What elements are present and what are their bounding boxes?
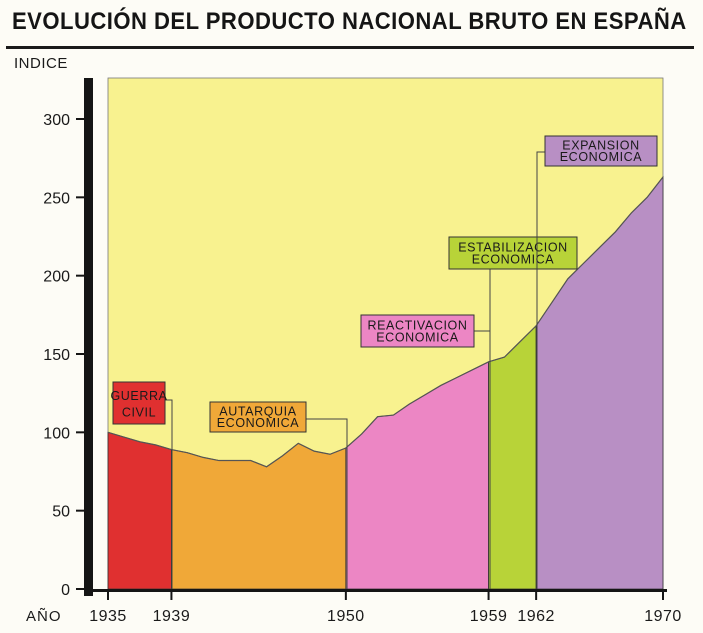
x-tick-label: 1959: [470, 608, 508, 625]
leader-line: [536, 151, 545, 589]
chart-title: EVOLUCIÓN DEL PRODUCTO NACIONAL BRUTO EN…: [12, 8, 687, 35]
y-tick-label: 50: [52, 504, 70, 521]
x-tick-label: 1939: [153, 608, 191, 625]
period-label-text: CIVIL: [122, 405, 156, 419]
series-line: [107, 176, 664, 468]
period-label-text: GUERRA: [110, 389, 167, 403]
period-label-text: ECONOMICA: [217, 416, 300, 430]
period-label-text: ECONOMICA: [472, 253, 555, 267]
period-label-box-2: [360, 314, 475, 348]
x-axis-line: [84, 589, 667, 592]
period-label-text: ESTABILIZACION: [458, 240, 568, 254]
x-tick-label: 1970: [644, 608, 682, 625]
y-tick-label: 150: [43, 347, 70, 364]
x-axis-label: AÑO: [26, 608, 62, 625]
period-label-text: EXPANSION: [562, 139, 639, 153]
leader-line: [306, 418, 348, 589]
period-label-text: REACTIVACION: [367, 318, 467, 332]
y-axis-label: INDICE: [14, 55, 68, 72]
title-underline: [6, 46, 694, 49]
period-label-text: ECONOMICA: [560, 150, 643, 164]
y-tick-label: 300: [43, 112, 70, 129]
period-label-box-4: [544, 135, 658, 167]
period-label-text: ECONOMICA: [376, 331, 459, 345]
period-area-0: [107, 431, 172, 590]
period-area-1: [171, 442, 347, 590]
x-tick-label: 1935: [89, 608, 127, 625]
period-label-box-1: [209, 401, 307, 433]
leader-line: [165, 399, 173, 589]
y-axis-bar: [84, 78, 93, 596]
y-tick-label: 200: [43, 269, 70, 286]
x-tick-label: 1962: [517, 608, 555, 625]
period-label-text: AUTARQUIA: [219, 405, 296, 419]
y-tick-label: 250: [43, 190, 70, 207]
period-areas-group: [107, 175, 664, 590]
period-label-box-0: [112, 381, 166, 425]
period-label-box-3: [448, 236, 578, 270]
y-tick-label: 100: [43, 425, 70, 442]
y-tick-label: 0: [61, 582, 70, 599]
x-tick-label: 1950: [327, 608, 365, 625]
period-area-3: [488, 324, 537, 590]
axis-group: 0 50 100 150 200 250 300 1935 1939 1950 1959 1962 19…: [43, 78, 682, 625]
